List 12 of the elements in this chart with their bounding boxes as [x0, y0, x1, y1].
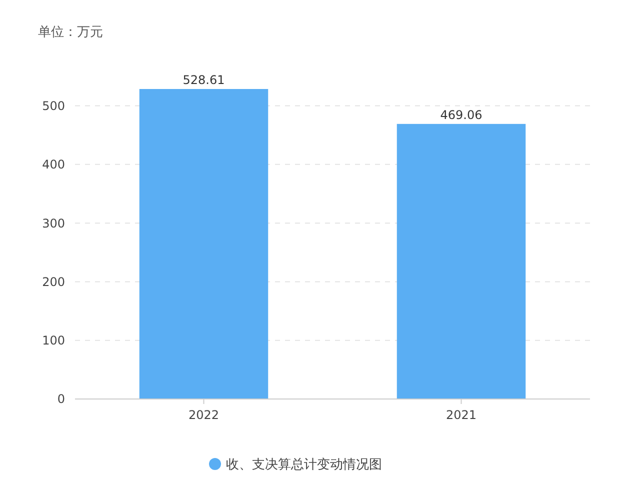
data-label: 528.61 — [182, 73, 225, 87]
x-tick-label: 2022 — [188, 408, 220, 422]
y-tick-label: 0 — [57, 392, 65, 406]
y-tick-label: 300 — [42, 216, 65, 230]
y-tick-label: 400 — [42, 158, 65, 172]
y-tick-label: 200 — [42, 274, 65, 289]
legend-label: 收、支决算总计变动情况图 — [226, 458, 382, 473]
y-tick-label: 500 — [42, 98, 65, 113]
y-tick-label: 100 — [42, 334, 65, 348]
x-tick-label: 2021 — [446, 408, 477, 422]
data-label: 469.06 — [440, 108, 482, 122]
y-axis-title: 单位：万元 — [38, 25, 103, 40]
